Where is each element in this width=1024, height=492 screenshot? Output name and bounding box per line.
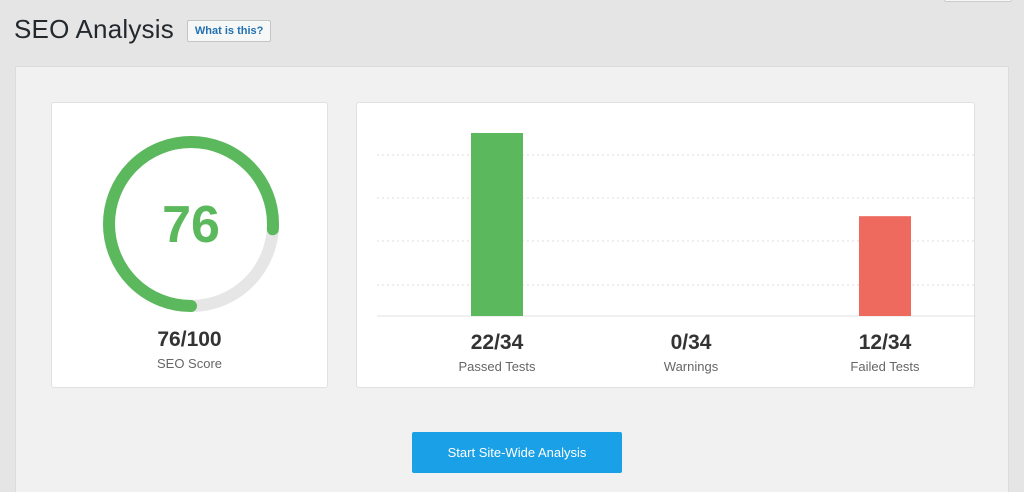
passed-tests-value: 22/34 (470, 331, 524, 354)
warnings-stat: 0/34 Warnings (611, 331, 771, 374)
failed-tests-label: Failed Tests (850, 359, 920, 374)
passed-bar (471, 133, 523, 316)
failed-bar (859, 216, 911, 316)
analysis-panel: 76 76/100 SEO Score 22/34 Passed Tests 0… (15, 66, 1009, 492)
score-fraction: 76/100 (157, 328, 222, 351)
start-site-wide-analysis-button[interactable]: Start Site-Wide Analysis (412, 432, 622, 473)
screen-options-tab[interactable] (944, 0, 1012, 2)
score-gauge: 76 (98, 131, 284, 317)
failed-tests-value: 12/34 (858, 331, 912, 354)
passed-tests-stat: 22/34 Passed Tests (417, 331, 577, 374)
passed-tests-label: Passed Tests (458, 359, 536, 374)
warnings-value: 0/34 (670, 331, 712, 354)
seo-score-card: 76 76/100 SEO Score (51, 102, 328, 388)
score-number: 76 (162, 196, 220, 254)
what-is-this-button[interactable]: What is this? (186, 20, 272, 42)
results-bar-chart (377, 133, 976, 317)
page-title: SEO Analysis (14, 14, 174, 44)
score-label: SEO Score (156, 356, 223, 371)
gauge-progress (103, 136, 279, 312)
score-gauge-ring (103, 136, 279, 312)
test-results-card: 22/34 Passed Tests 0/34 Warnings 12/34 F… (356, 102, 976, 388)
page-header: SEO Analysis What is this? (14, 14, 272, 45)
failed-tests-stat: 12/34 Failed Tests (805, 331, 965, 374)
warnings-label: Warnings (663, 359, 719, 374)
